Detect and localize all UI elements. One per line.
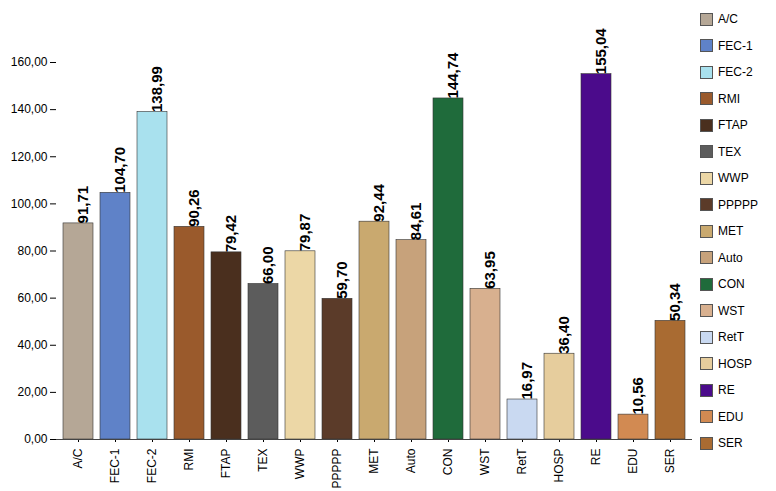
svg-text:104,70: 104,70 — [111, 147, 128, 193]
svg-text:50,34: 50,34 — [666, 283, 683, 321]
html-text:RE: RE — [718, 383, 735, 398]
svg-text:RMI: RMI — [182, 449, 196, 471]
svg-text:66,00: 66,00 — [259, 246, 276, 284]
svg-text:WST: WST — [478, 448, 492, 475]
html-text:Auto: Auto — [718, 250, 743, 265]
html-text:FTAP: FTAP — [718, 118, 748, 133]
svg-text:20,00: 20,00 — [17, 385, 47, 399]
svg-text:155,04: 155,04 — [592, 28, 609, 75]
svg-text:RE: RE — [589, 449, 603, 466]
html-text:FEC-1: FEC-1 — [718, 38, 753, 53]
html-text:RMI: RMI — [718, 91, 740, 106]
svg-text:0,00: 0,00 — [24, 432, 48, 446]
svg-text:RetT: RetT — [515, 448, 529, 475]
svg-text:10,56: 10,56 — [629, 377, 646, 415]
svg-text:84,61: 84,61 — [407, 203, 424, 241]
svg-text:MET: MET — [367, 448, 381, 474]
svg-text:FEC-2: FEC-2 — [145, 448, 159, 483]
svg-text:60,00: 60,00 — [17, 291, 47, 305]
svg-text:FTAP: FTAP — [219, 449, 233, 479]
svg-text:120,00: 120,00 — [11, 150, 48, 164]
svg-text:90,26: 90,26 — [185, 189, 202, 227]
html-text:MET: MET — [718, 224, 744, 239]
svg-text:WWP: WWP — [293, 449, 307, 480]
svg-text:79,87: 79,87 — [296, 214, 313, 252]
svg-text:92,44: 92,44 — [370, 183, 387, 221]
svg-text:91,71: 91,71 — [74, 186, 91, 224]
svg-text:63,95: 63,95 — [481, 251, 498, 289]
svg-text:79,42: 79,42 — [222, 215, 239, 253]
html-text:CON: CON — [718, 277, 745, 292]
html-text:HOSP: HOSP — [718, 356, 752, 371]
html-text:WST: WST — [718, 303, 745, 318]
html-text:RetT: RetT — [718, 330, 744, 345]
svg-text:EDU: EDU — [626, 449, 640, 474]
html-text:EDU: EDU — [718, 409, 744, 424]
svg-text:FEC-1: FEC-1 — [108, 448, 122, 483]
svg-text:HOSP: HOSP — [552, 449, 566, 483]
svg-text:Auto: Auto — [404, 448, 418, 473]
html-text:SER: SER — [718, 436, 743, 451]
svg-text:138,99: 138,99 — [148, 66, 165, 112]
svg-text:144,74: 144,74 — [444, 52, 461, 99]
svg-text:59,70: 59,70 — [333, 261, 350, 299]
html-text:TEX: TEX — [718, 144, 742, 159]
svg-text:80,00: 80,00 — [17, 244, 47, 258]
html-text:PPPPP: PPPPP — [718, 197, 758, 212]
html-text:A/C: A/C — [718, 12, 738, 27]
svg-text:SER: SER — [663, 448, 677, 473]
svg-text:CON: CON — [441, 449, 455, 476]
html-text:FEC-2: FEC-2 — [718, 65, 753, 80]
svg-text:100,00: 100,00 — [11, 197, 48, 211]
html-text:WWP: WWP — [718, 171, 749, 186]
svg-text:PPPPP: PPPPP — [330, 449, 344, 489]
svg-text:A/C: A/C — [71, 448, 85, 468]
svg-text:16,97: 16,97 — [518, 362, 535, 400]
svg-text:TEX: TEX — [256, 449, 270, 472]
svg-text:160,00: 160,00 — [11, 55, 48, 69]
svg-text:36,40: 36,40 — [555, 316, 572, 354]
svg-text:40,00: 40,00 — [17, 338, 47, 352]
svg-text:140,00: 140,00 — [11, 102, 48, 116]
